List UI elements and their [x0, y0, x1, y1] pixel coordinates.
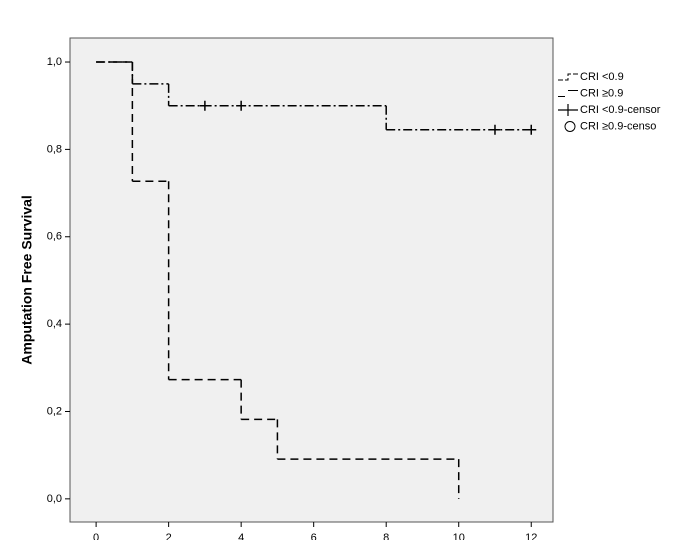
x-tick-label: 8 [383, 532, 389, 540]
x-tick-label: 2 [166, 532, 172, 540]
legend-label: CRI ≥0.9 [580, 87, 623, 99]
legend-symbol [564, 121, 576, 132]
legend-label: CRI <0.9-censor [580, 104, 661, 116]
censor-mark [526, 124, 537, 135]
y-axis-label: Amputation Free Survival [19, 195, 35, 365]
censor-mark [489, 124, 500, 135]
legend-label: CRI <0.9 [580, 71, 624, 83]
plot-area [69, 37, 554, 523]
legend-symbol [558, 90, 578, 97]
legend-symbol [558, 104, 578, 116]
legend-label: CRI ≥0.9-censo [580, 120, 656, 132]
censor-mark [199, 100, 210, 111]
y-tick-label: 0,4 [47, 318, 62, 330]
y-tick-label: 1,0 [47, 56, 62, 68]
legend-symbol [558, 73, 578, 81]
y-tick-label: 0,0 [47, 493, 62, 505]
y-tick-label: 0,2 [47, 405, 62, 417]
x-tick-label: 6 [311, 532, 317, 540]
x-tick-label: 12 [525, 532, 537, 540]
y-tick-label: 0,8 [47, 143, 62, 155]
x-tick-label: 10 [453, 532, 465, 540]
x-tick-label: 0 [93, 532, 99, 540]
x-tick-label: 4 [238, 532, 244, 540]
censor-mark [236, 100, 247, 111]
y-tick-label: 0,6 [47, 231, 62, 243]
